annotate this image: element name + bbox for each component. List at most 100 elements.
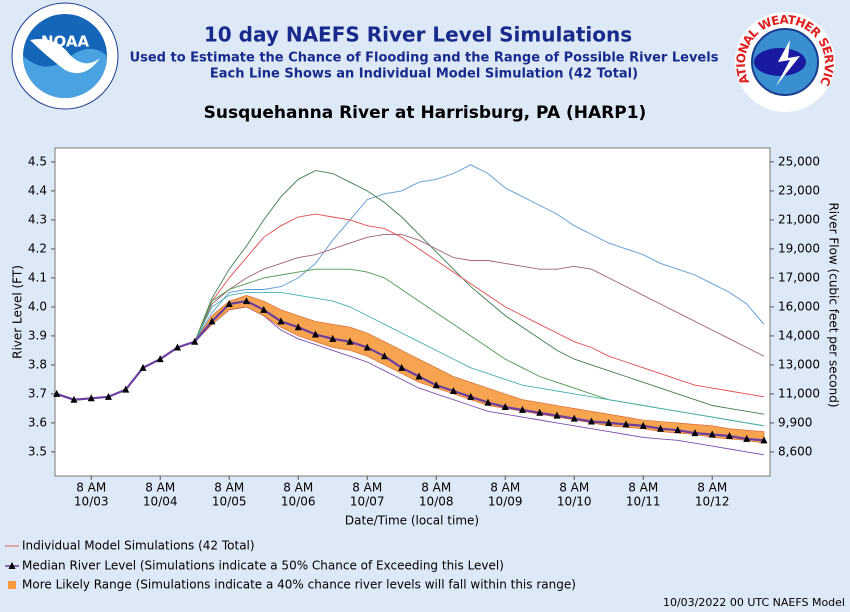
median-marker	[501, 402, 509, 410]
median-marker	[536, 408, 544, 416]
y2-tick-label: 9,900	[778, 415, 812, 429]
x-tick-label: 8 AM	[145, 481, 175, 495]
y-tick-label: 4.2	[28, 241, 47, 255]
y2-tick-label: 13,000	[778, 357, 820, 371]
median-marker	[725, 431, 733, 439]
median-marker	[743, 434, 751, 442]
x-tick-label: 8 AM	[214, 481, 244, 495]
median-marker	[587, 417, 595, 425]
x-tick-label: 10/08	[419, 495, 454, 509]
median-marker	[104, 392, 112, 400]
noaa-text: NOAA	[41, 33, 90, 51]
median-marker	[398, 363, 406, 371]
median-marker	[122, 385, 130, 393]
header-subtitle: Each Line Shows an Individual Model Simu…	[210, 67, 638, 82]
noaa-logo: NOAA	[11, 2, 119, 110]
header-title: 10 day NAEFS River Level Simulations	[204, 23, 632, 47]
x-tick-label: 8 AM	[490, 481, 520, 495]
median-marker	[449, 387, 457, 395]
median-marker	[691, 429, 699, 437]
median-marker	[760, 436, 768, 444]
x-tick-label: 8 AM	[76, 481, 106, 495]
chart-title: Susquehanna River at Harrisburg, PA (HAR…	[204, 103, 647, 123]
y-tick-label: 3.5	[28, 444, 47, 458]
y2-tick-label: 25,000	[778, 154, 820, 168]
legend-swatch	[8, 562, 16, 569]
median-marker	[346, 337, 354, 345]
y2-tick-label: 14,000	[778, 328, 820, 342]
y-tick-label: 4.1	[28, 270, 47, 284]
median-marker	[553, 411, 561, 419]
median-marker	[622, 420, 630, 428]
median-marker	[191, 337, 199, 345]
median-marker	[173, 343, 181, 351]
median-marker	[311, 330, 319, 338]
median-marker	[484, 398, 492, 406]
median-marker	[225, 300, 233, 308]
x-tick-label: 10/06	[281, 495, 316, 509]
median-marker	[139, 363, 147, 371]
y2-tick-label: 11,000	[778, 386, 820, 400]
y2-tick-label: 19,000	[778, 241, 820, 255]
median-marker	[294, 323, 302, 331]
y-tick-label: 3.7	[28, 386, 47, 400]
median-marker	[329, 334, 337, 342]
median-marker	[656, 424, 664, 432]
median-marker	[708, 430, 716, 438]
median-marker	[260, 305, 268, 313]
x-tick-label: 8 AM	[559, 481, 589, 495]
x-tick-label: 8 AM	[283, 481, 313, 495]
x-tick-label: 8 AM	[352, 481, 382, 495]
footer: 10/03/2022 00 UTC NAEFS Model	[663, 596, 845, 609]
x-axis-label: Date/Time (local time)	[345, 514, 479, 528]
median-marker	[242, 297, 250, 305]
median-marker	[570, 414, 578, 422]
y-tick-label: 3.8	[28, 357, 47, 371]
y2-tick-label: 23,000	[778, 183, 820, 197]
x-tick-label: 10/09	[488, 495, 523, 509]
y2-axis-label: River Flow (cubic feet per second)	[827, 202, 841, 407]
y-tick-label: 4.5	[28, 154, 47, 168]
median-marker	[380, 352, 388, 360]
x-tick-label: 8 AM	[697, 481, 727, 495]
y-tick-label: 3.6	[28, 415, 47, 429]
x-tick-label: 10/07	[350, 495, 385, 509]
x-tick-label: 10/05	[212, 495, 247, 509]
median-marker	[639, 421, 647, 429]
median-marker	[208, 317, 216, 325]
y2-tick-label: 8,600	[778, 444, 812, 458]
legend-label: Individual Model Simulations (42 Total)	[22, 539, 255, 553]
x-tick-label: 10/03	[74, 495, 109, 509]
median-marker	[415, 372, 423, 380]
y2-tick-label: 16,000	[778, 299, 820, 313]
median-marker	[87, 394, 95, 402]
median-marker	[467, 392, 475, 400]
median-marker	[156, 355, 164, 363]
x-tick-label: 10/10	[557, 495, 592, 509]
x-tick-label: 8 AM	[628, 481, 658, 495]
legend-swatch	[8, 581, 16, 589]
header-subtitle: Used to Estimate the Chance of Flooding …	[130, 51, 719, 66]
y-tick-label: 4.4	[28, 183, 47, 197]
plot: 3.5 3.6 3.7 3.8 3.9 4.0 4.1 4.2 4.3 4.4 4.5 8,600 9,…	[5, 154, 820, 592]
y-tick-label: 4.0	[28, 299, 47, 313]
y-tick-label: 3.9	[28, 328, 47, 342]
median-marker	[277, 317, 285, 325]
y2-tick-label: 21,000	[778, 212, 820, 226]
median-marker	[363, 343, 371, 351]
x-tick-label: 10/11	[626, 495, 661, 509]
median-marker	[605, 418, 613, 426]
y-tick-label: 4.3	[28, 212, 47, 226]
x-tick-label: 8 AM	[421, 481, 451, 495]
median-marker	[70, 395, 78, 403]
y2-tick-label: 17,000	[778, 270, 820, 284]
legend-label: More Likely Range (Simulations indicate …	[22, 578, 576, 592]
median-marker	[518, 405, 526, 413]
x-tick-label: 10/04	[143, 495, 178, 509]
legend-label: Median River Level (Simulations indicate…	[22, 559, 504, 573]
median-marker	[53, 389, 61, 397]
y-axis-label: River Level (FT)	[11, 265, 25, 359]
x-tick-label: 10/12	[695, 495, 730, 509]
median-marker	[674, 426, 682, 434]
